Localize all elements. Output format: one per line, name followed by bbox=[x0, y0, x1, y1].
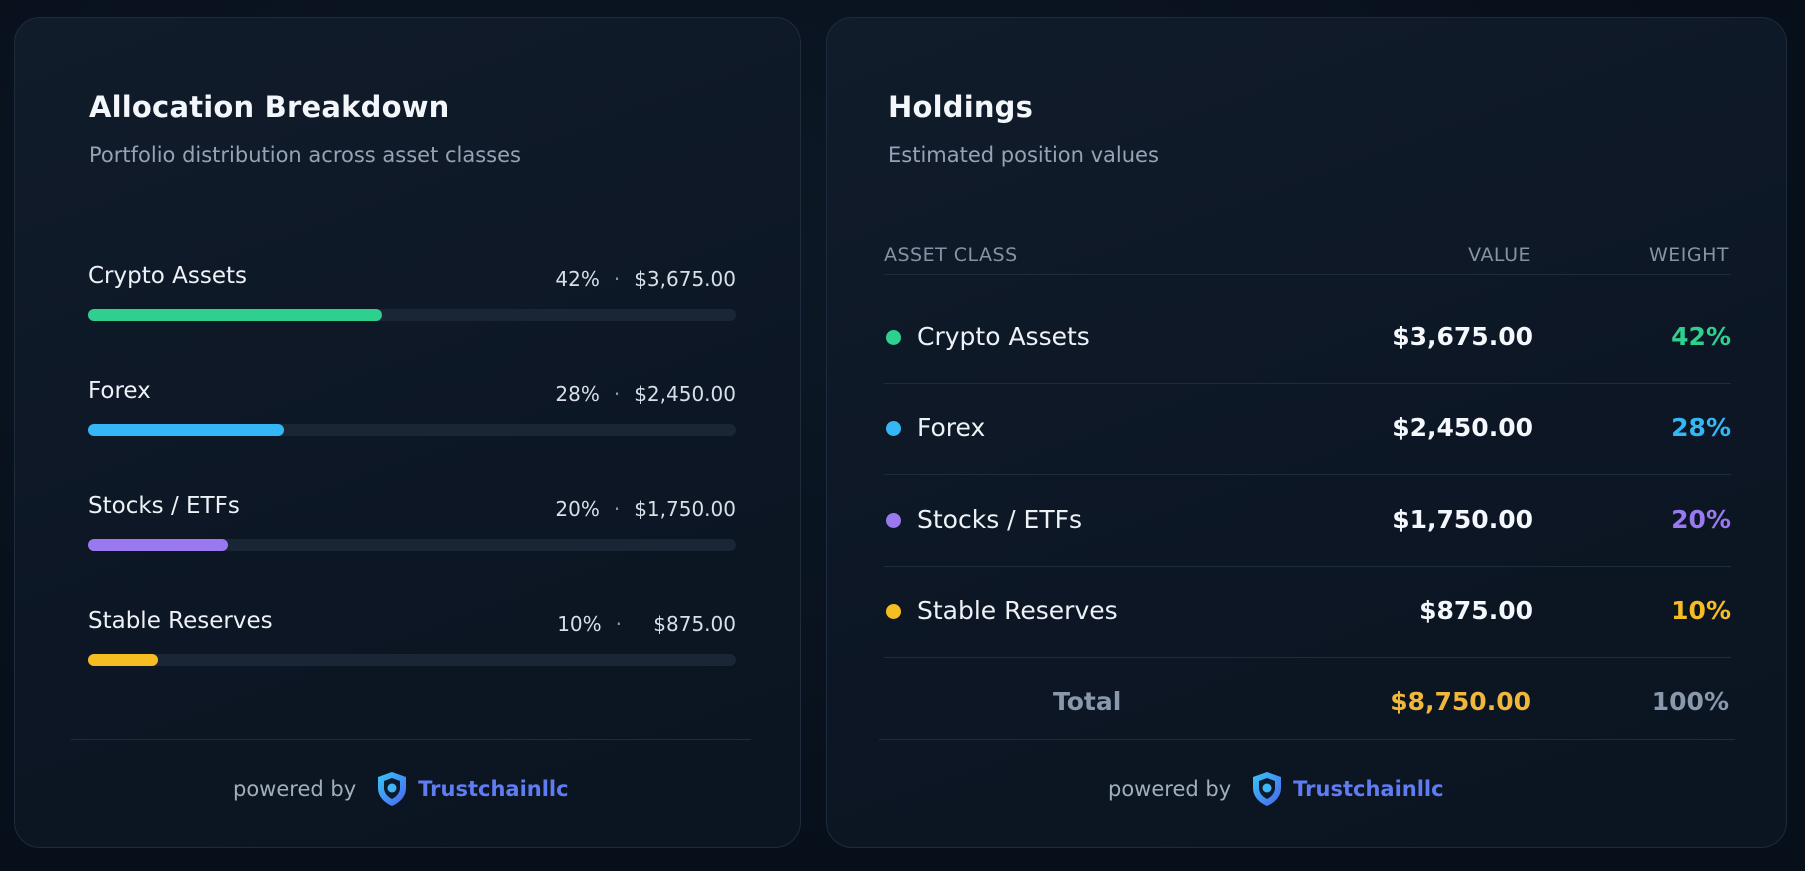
powered-by: powered by Trustchainllc bbox=[233, 771, 569, 807]
allocation-row-name: Crypto Assets bbox=[88, 263, 247, 289]
allocation-row-percent: 28% bbox=[555, 382, 600, 406]
legend-dot-icon bbox=[886, 421, 901, 436]
holding-value: $1,750.00 bbox=[1392, 505, 1533, 534]
holding-name: Stocks / ETFs bbox=[917, 505, 1083, 534]
row-divider bbox=[884, 657, 1731, 658]
powered-by-label: powered by bbox=[1108, 777, 1232, 801]
allocation-progress-track bbox=[88, 539, 736, 551]
allocation-progress-track bbox=[88, 424, 736, 436]
allocation-progress-track bbox=[88, 309, 736, 321]
total-label: Total bbox=[1053, 687, 1122, 716]
allocation-row-amount: $875.00 bbox=[653, 612, 736, 636]
allocation-row-name: Stable Reserves bbox=[88, 608, 273, 634]
holding-name: Stable Reserves bbox=[917, 596, 1118, 625]
separator-dot: · bbox=[613, 497, 621, 521]
powered-by: powered by Trustchainllc bbox=[1108, 771, 1444, 807]
separator-dot: · bbox=[615, 612, 622, 636]
holding-weight: 28% bbox=[1671, 413, 1731, 442]
allocation-progress-track bbox=[88, 654, 736, 666]
allocation-row-meta: 10% · $875.00 bbox=[557, 612, 736, 636]
allocation-row: Stable Reserves 10% · $875.00 bbox=[88, 608, 736, 688]
holding-value: $3,675.00 bbox=[1392, 322, 1533, 351]
holding-weight: 42% bbox=[1671, 322, 1731, 351]
column-header-value: VALUE bbox=[1468, 244, 1531, 266]
allocation-row-name: Forex bbox=[88, 378, 151, 404]
allocation-progress-fill bbox=[88, 309, 382, 321]
legend-dot-icon bbox=[886, 513, 901, 528]
allocation-row-percent: 20% bbox=[555, 497, 600, 521]
holding-weight: 20% bbox=[1671, 505, 1731, 534]
legend-dot-icon bbox=[886, 604, 901, 619]
holdings-card: Holdings Estimated position values ASSET… bbox=[826, 17, 1787, 848]
allocation-row-percent: 10% bbox=[557, 612, 602, 636]
divider bbox=[71, 739, 751, 740]
brand-link[interactable]: Trustchainllc bbox=[418, 777, 569, 801]
allocation-row-meta: 20% · $1,750.00 bbox=[555, 497, 736, 521]
table-row: Stocks / ETFs $1,750.00 20% bbox=[884, 475, 1731, 566]
holding-name: Forex bbox=[917, 413, 986, 442]
row-divider bbox=[884, 566, 1731, 567]
legend-dot-icon bbox=[886, 330, 901, 345]
table-row: Crypto Assets $3,675.00 42% bbox=[884, 292, 1731, 383]
divider bbox=[879, 739, 1735, 740]
separator-dot: · bbox=[613, 382, 621, 406]
allocation-row-meta: 28% · $2,450.00 bbox=[555, 382, 736, 406]
header-divider bbox=[884, 274, 1731, 275]
total-weight: 100% bbox=[1651, 687, 1729, 716]
allocation-title: Allocation Breakdown bbox=[89, 90, 450, 124]
allocation-row: Forex 28% · $2,450.00 bbox=[88, 378, 736, 458]
holdings-title: Holdings bbox=[888, 90, 1034, 124]
holdings-subtitle: Estimated position values bbox=[888, 143, 1159, 167]
powered-by-label: powered by bbox=[233, 777, 357, 801]
holding-value: $2,450.00 bbox=[1392, 413, 1533, 442]
allocation-progress-fill bbox=[88, 654, 158, 666]
allocation-subtitle: Portfolio distribution across asset clas… bbox=[89, 143, 521, 167]
holding-value: $875.00 bbox=[1419, 596, 1533, 625]
row-divider bbox=[884, 383, 1731, 384]
allocation-progress-fill bbox=[88, 424, 284, 436]
holding-weight: 10% bbox=[1671, 596, 1731, 625]
brand-link[interactable]: Trustchainllc bbox=[1293, 777, 1444, 801]
total-value: $8,750.00 bbox=[1390, 687, 1531, 716]
table-row: Forex $2,450.00 28% bbox=[884, 383, 1731, 474]
allocation-row-percent: 42% bbox=[555, 267, 600, 291]
holding-name: Crypto Assets bbox=[917, 322, 1090, 351]
allocation-row-amount: $3,675.00 bbox=[634, 267, 736, 291]
separator-dot: · bbox=[613, 267, 621, 291]
table-row: Stable Reserves $875.00 10% bbox=[884, 566, 1731, 657]
column-header-asset-class: ASSET CLASS bbox=[884, 244, 1018, 266]
allocation-card: Allocation Breakdown Portfolio distribut… bbox=[14, 17, 801, 848]
allocation-row-amount: $1,750.00 bbox=[634, 497, 736, 521]
allocation-progress-fill bbox=[88, 539, 228, 551]
column-header-weight: WEIGHT bbox=[1648, 244, 1729, 266]
shield-logo-icon bbox=[378, 772, 407, 806]
allocation-row-name: Stocks / ETFs bbox=[88, 493, 240, 519]
allocation-row: Stocks / ETFs 20% · $1,750.00 bbox=[88, 493, 736, 573]
allocation-row: Crypto Assets 42% · $3,675.00 bbox=[88, 263, 736, 343]
allocation-row-meta: 42% · $3,675.00 bbox=[555, 267, 736, 291]
row-divider bbox=[884, 474, 1731, 475]
shield-logo-icon bbox=[1253, 772, 1282, 806]
allocation-row-amount: $2,450.00 bbox=[634, 382, 736, 406]
